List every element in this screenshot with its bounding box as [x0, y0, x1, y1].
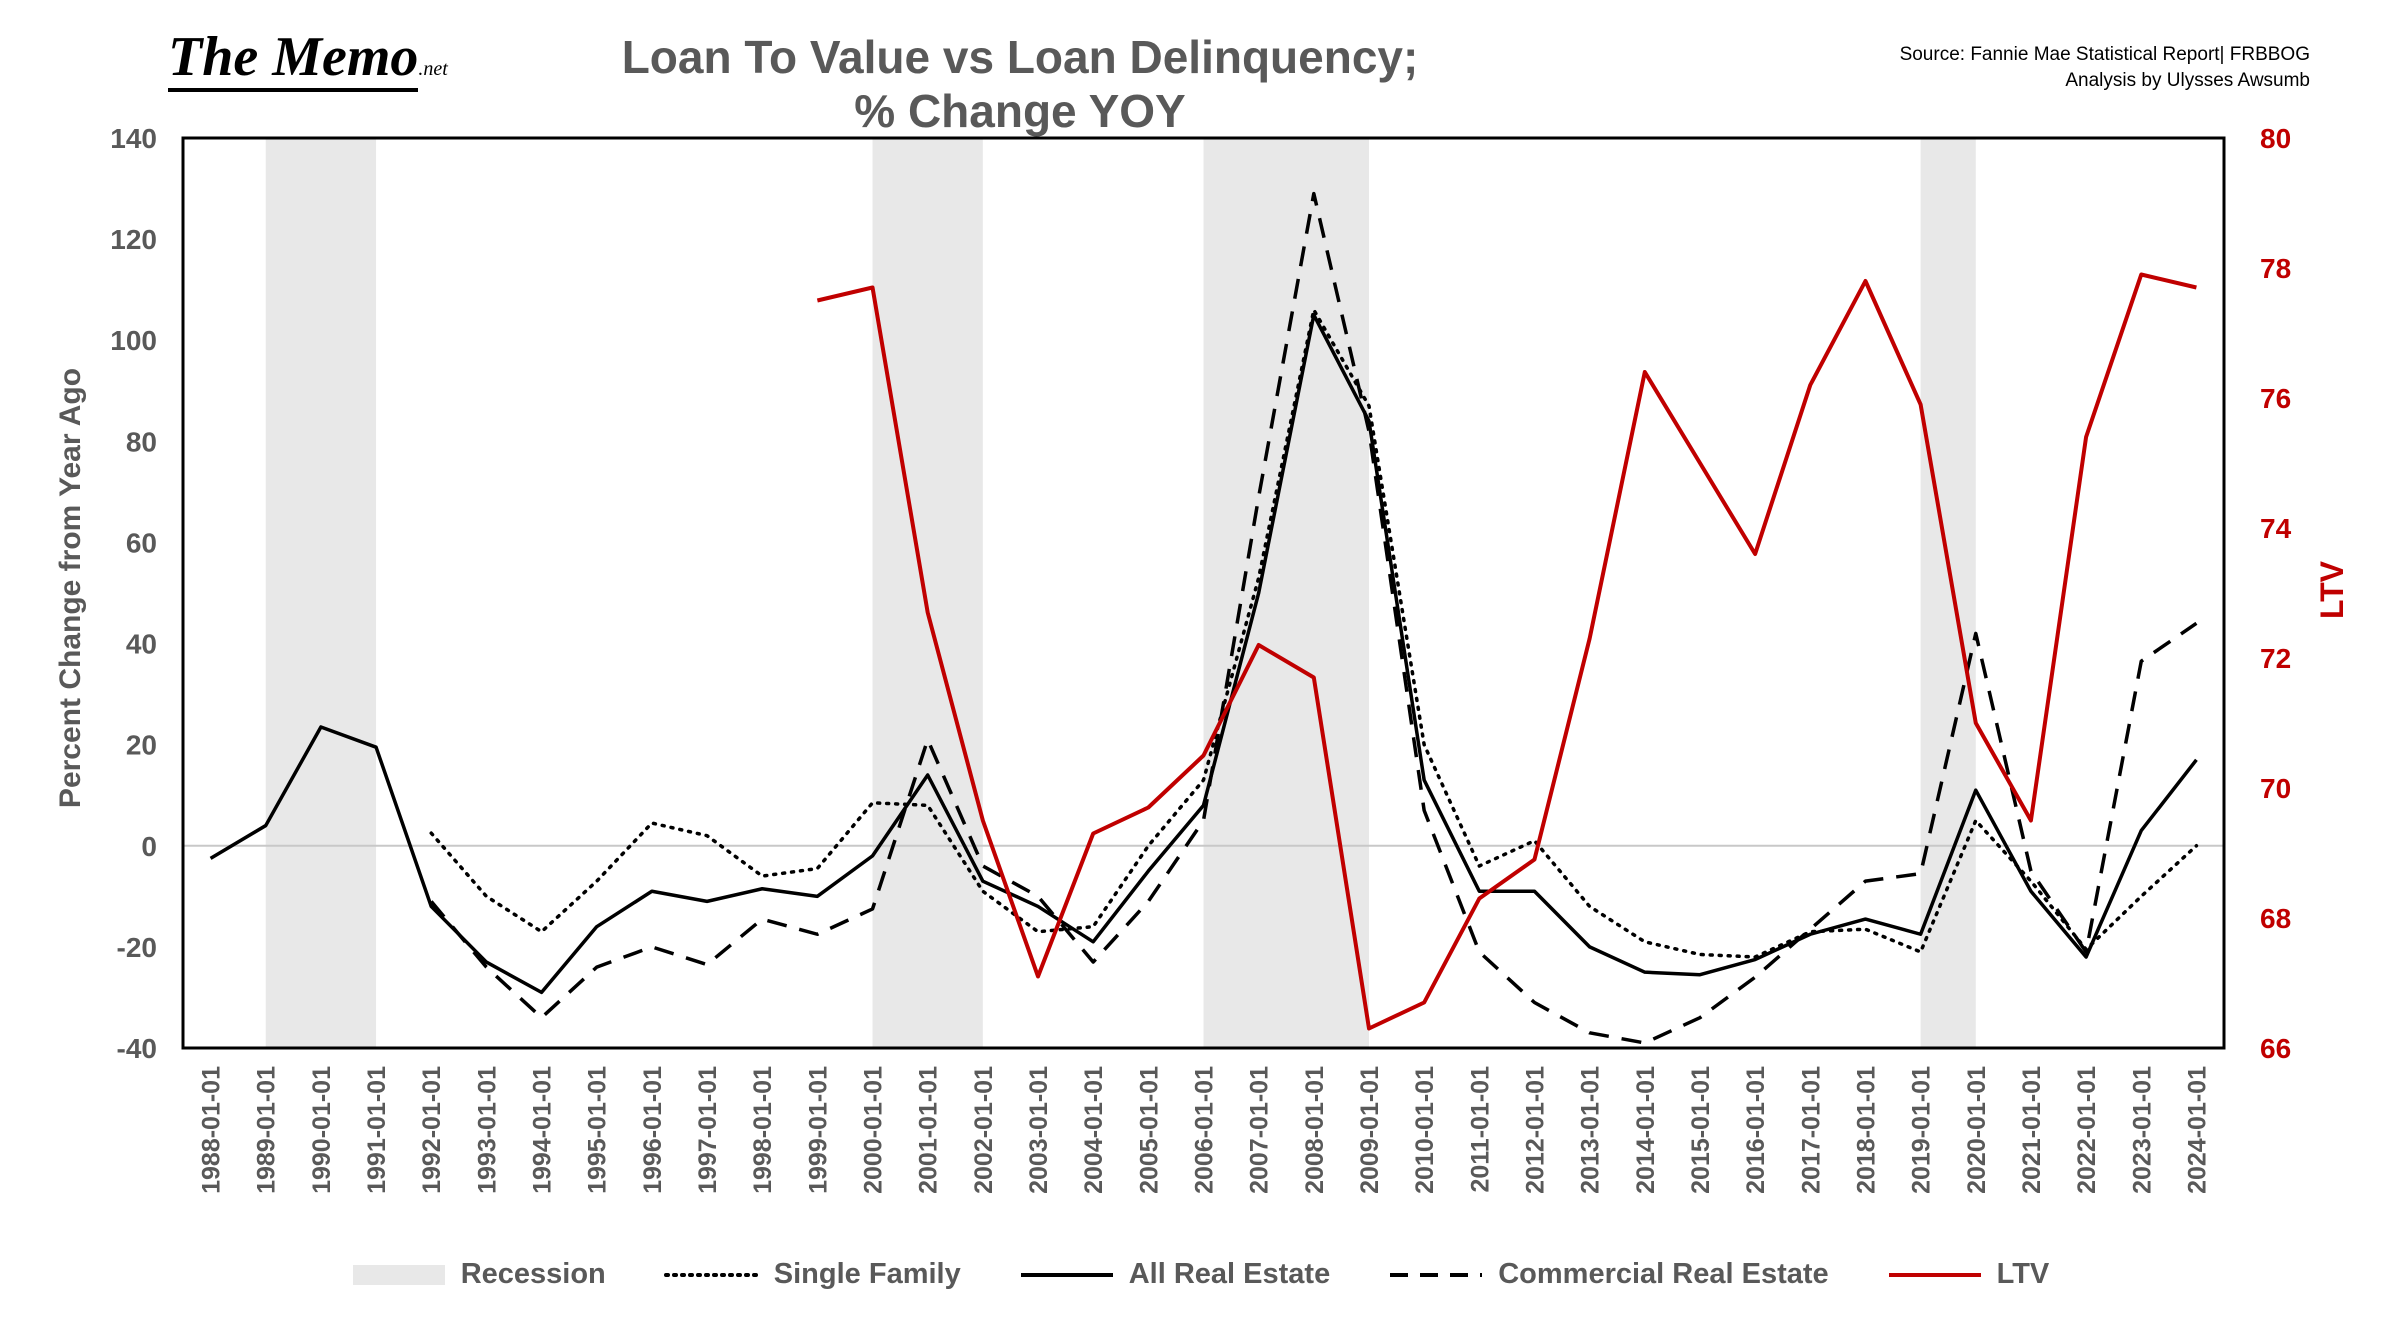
left-tick-label: 140 [110, 123, 157, 154]
legend-swatch-all-real-estate [1019, 1263, 1115, 1287]
legend-label: All Real Estate [1128, 1258, 1331, 1290]
x-tick-label: 1988-01-01 [198, 1066, 226, 1194]
left-axis-ticks: -40 -20 0 20 40 60 80 100 120 140 [110, 123, 157, 1064]
left-tick-label: 40 [126, 629, 157, 660]
left-tick-label: 60 [126, 527, 157, 558]
series-commercial-line [429, 191, 2198, 1045]
x-tick-label: 2019-01-01 [1908, 1066, 1936, 1194]
x-tick-label: 2000-01-01 [860, 1066, 888, 1194]
x-tick-label: 2004-01-01 [1080, 1066, 1108, 1194]
right-tick-label: 72 [2260, 643, 2291, 674]
recession-bands [265, 138, 1976, 1048]
left-tick-label: -40 [117, 1033, 157, 1064]
chart-title: Loan To Value vs Loan Delinquency; % Cha… [621, 31, 1419, 137]
x-tick-label: 2009-01-01 [1356, 1066, 1384, 1194]
legend-item-ltv: LTV [1887, 1258, 2050, 1291]
legend-label: Single Family [773, 1258, 961, 1290]
legend-item-single-family: Single Family [663, 1258, 961, 1291]
left-tick-label: 120 [110, 224, 157, 255]
legend-swatch-recession [351, 1263, 447, 1287]
right-tick-label: 74 [2260, 513, 2292, 544]
legend-swatch-commercial [1388, 1263, 1484, 1287]
recession-band [872, 138, 983, 1048]
x-tick-label: 2007-01-01 [1246, 1066, 1274, 1194]
right-tick-label: 66 [2260, 1033, 2291, 1064]
x-tick-label: 2024-01-01 [2183, 1066, 2211, 1194]
x-tick-label: 2020-01-01 [1963, 1066, 1991, 1194]
series-all_real_estate-line [209, 313, 2198, 995]
legend-label: Recession [460, 1258, 606, 1290]
legend: Recession Single Family All Real Estate … [0, 1258, 2400, 1291]
x-tick-label: 2001-01-01 [915, 1066, 943, 1194]
left-tick-label: 20 [126, 730, 157, 761]
x-tick-label: 2018-01-01 [1852, 1066, 1880, 1194]
x-tick-label: 1997-01-01 [694, 1066, 722, 1194]
x-tick-label: 2017-01-01 [1797, 1066, 1825, 1194]
x-tick-label: 2022-01-01 [2073, 1066, 2101, 1194]
legend-item-commercial: Commercial Real Estate [1388, 1258, 1829, 1291]
right-axis-ticks: 66 68 70 72 74 76 78 80 [2260, 123, 2292, 1064]
x-tick-label: 1991-01-01 [363, 1066, 391, 1194]
x-tick-label: 2002-01-01 [970, 1066, 998, 1194]
recession-band [265, 138, 377, 1048]
legend-swatch-single-family [663, 1263, 760, 1287]
x-tick-label: 2011-01-01 [1466, 1066, 1494, 1193]
source-line: Source: Fannie Mae Statistical Report| F… [1899, 44, 2310, 65]
analysis-line: Analysis by Ulysses Awsumb [2065, 70, 2310, 91]
x-tick-label: 1992-01-01 [418, 1066, 446, 1194]
x-tick-label: 1989-01-01 [253, 1066, 281, 1194]
legend-label: LTV [1996, 1258, 2050, 1290]
x-tick-label: 2015-01-01 [1687, 1066, 1715, 1194]
x-tick-label: 2014-01-01 [1632, 1066, 1660, 1194]
recession-band [1203, 138, 1369, 1048]
x-tick-label: 1994-01-01 [529, 1066, 557, 1194]
right-tick-label: 78 [2260, 253, 2291, 284]
right-tick-label: 80 [2260, 123, 2291, 154]
x-tick-label: 1990-01-01 [308, 1066, 336, 1194]
brand-logo: The Memo.net [168, 26, 448, 92]
y-axis-label: Percent Change from Year Ago [54, 368, 87, 808]
x-tick-label: 2023-01-01 [2128, 1066, 2156, 1194]
x-tick-label: 2005-01-01 [1135, 1066, 1163, 1194]
x-tick-label: 2013-01-01 [1577, 1066, 1605, 1194]
x-tick-label: 1999-01-01 [804, 1066, 832, 1194]
x-axis-ticks: 1988-01-01 1989-01-01 1990-01-01 1991-01-01… [198, 1066, 2212, 1194]
legend-swatch-ltv [1887, 1263, 1983, 1287]
recession-band [1920, 138, 1976, 1048]
x-tick-label: 2012-01-01 [1521, 1066, 1549, 1194]
series-single_family-line [429, 308, 2199, 959]
left-tick-label: -20 [117, 932, 157, 963]
right-tick-label: 76 [2260, 383, 2291, 414]
legend-item-all-real-estate: All Real Estate [1019, 1258, 1330, 1291]
x-tick-label: 1993-01-01 [473, 1066, 501, 1194]
left-tick-label: 100 [110, 325, 157, 356]
x-tick-label: 1996-01-01 [639, 1066, 667, 1194]
x-tick-label: 1995-01-01 [584, 1066, 612, 1194]
right-tick-label: 70 [2260, 773, 2291, 804]
x-tick-label: 2008-01-01 [1301, 1066, 1329, 1194]
plot-frame [181, 136, 2226, 1050]
x-tick-label: 2006-01-01 [1191, 1066, 1219, 1194]
series-ltv-line [816, 272, 2197, 1031]
x-tick-label: 2003-01-01 [1025, 1066, 1053, 1194]
x-tick-label: 1998-01-01 [749, 1066, 777, 1194]
series-lines [209, 191, 2199, 1045]
y2-axis-label: LTV [2314, 560, 2350, 619]
legend-item-recession: Recession [351, 1258, 606, 1291]
legend-label: Commercial Real Estate [1498, 1258, 1829, 1290]
x-tick-label: 2010-01-01 [1411, 1066, 1439, 1194]
source-note: Source: Fannie Mae Statistical Report| F… [1900, 42, 2310, 94]
left-tick-label: 80 [126, 426, 157, 457]
left-tick-label: 0 [141, 831, 157, 862]
brand-suffix: .net [418, 58, 448, 80]
x-tick-label: 2021-01-01 [2018, 1066, 2046, 1194]
x-tick-label: 2016-01-01 [1742, 1066, 1770, 1194]
brand-name: The Memo [168, 26, 419, 92]
right-tick-label: 68 [2260, 903, 2291, 934]
